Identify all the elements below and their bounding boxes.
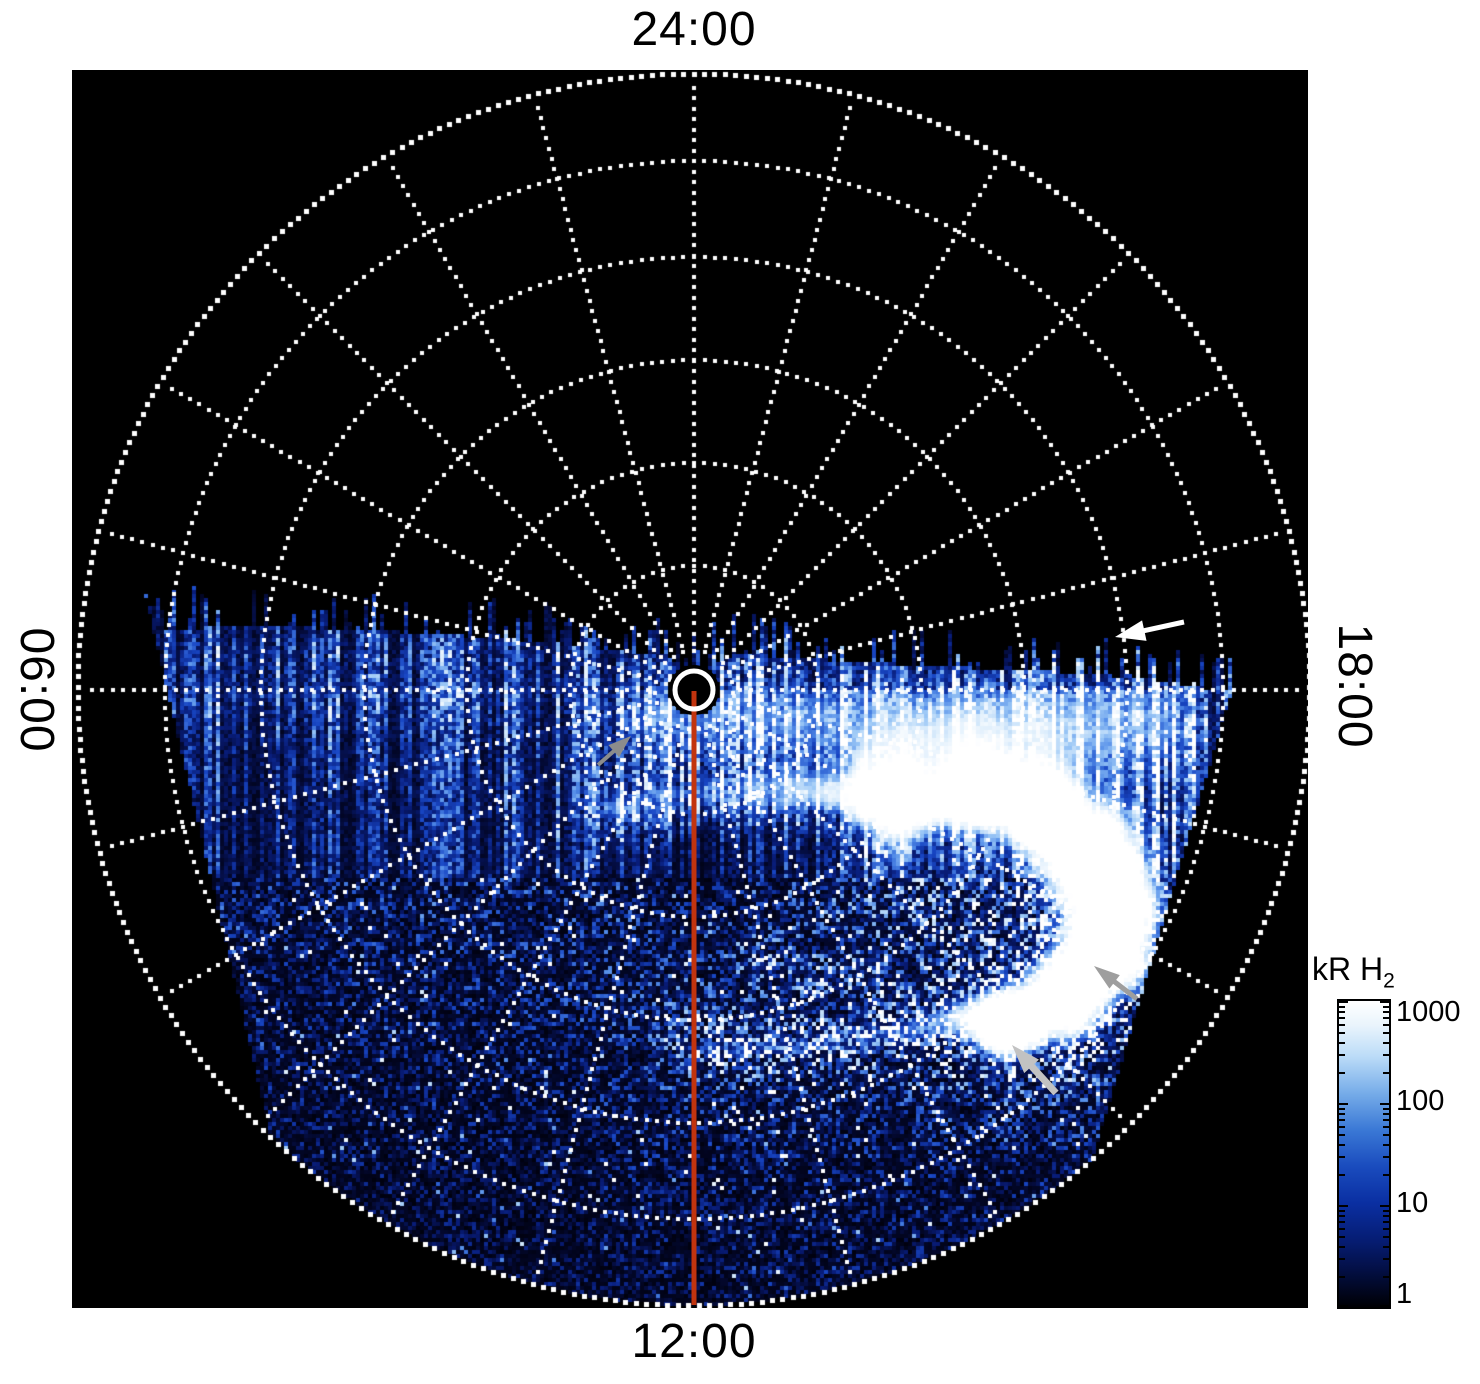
colorbar-tick: [1339, 1023, 1345, 1026]
colorbar-tick: [1383, 1220, 1389, 1223]
colorbar-title-subscript: 2: [1383, 969, 1395, 993]
colorbar-tick: [1383, 1054, 1389, 1057]
colorbar-tick: [1339, 1305, 1348, 1307]
colorbar-tick: [1339, 1143, 1345, 1146]
colorbar-tick: [1339, 1107, 1345, 1110]
colorbar-tick: [1383, 1010, 1389, 1013]
colorbar-tick: [1383, 1133, 1389, 1136]
colorbar-tick-label: 1: [1396, 1278, 1413, 1310]
colorbar: [1337, 999, 1391, 1309]
colorbar-tick: [1339, 1258, 1345, 1261]
colorbar-tick: [1380, 1001, 1389, 1003]
colorbar-tick: [1339, 1133, 1345, 1136]
colorbar-tick: [1339, 1220, 1345, 1223]
colorbar-tick: [1339, 1041, 1345, 1044]
colorbar-tick: [1383, 1276, 1389, 1279]
colorbar-tick: [1383, 1031, 1389, 1034]
colorbar-tick: [1339, 1031, 1345, 1034]
colorbar-tick: [1339, 1209, 1345, 1212]
colorbar-tick: [1339, 1156, 1345, 1159]
colorbar-tick: [1383, 1235, 1389, 1238]
colorbar-tick: [1339, 1016, 1345, 1019]
colorbar-tick-label: 10: [1396, 1187, 1429, 1219]
colorbar-tick: [1339, 1214, 1345, 1217]
colorbar-tick: [1339, 1054, 1345, 1057]
colorbar-tick: [1339, 1010, 1345, 1013]
colorbar-tick-label: 1000: [1396, 996, 1461, 1028]
colorbar-tick: [1383, 1107, 1389, 1110]
colorbar-tick: [1383, 1214, 1389, 1217]
colorbar-tick: [1383, 1209, 1389, 1212]
colorbar-tick: [1383, 1023, 1389, 1026]
mlt-label-noon: 12:00: [631, 1315, 757, 1368]
colorbar-tick: [1383, 1143, 1389, 1146]
colorbar-tick: [1383, 1258, 1389, 1261]
colorbar-tick: [1339, 1125, 1345, 1128]
mlt-label-dawn: 06:00: [10, 627, 63, 753]
colorbar-tick: [1339, 1205, 1348, 1207]
colorbar-tick: [1383, 1016, 1389, 1019]
colorbar-tick: [1339, 1235, 1345, 1238]
colorbar-tick: [1383, 1041, 1389, 1044]
colorbar-tick: [1383, 1072, 1389, 1075]
colorbar-tick: [1383, 1227, 1389, 1230]
colorbar-tick: [1380, 1103, 1389, 1105]
aurora-polar-image: [72, 70, 1308, 1308]
colorbar-tick: [1380, 1305, 1389, 1307]
colorbar-title: kR H2: [1312, 951, 1395, 993]
colorbar-tick: [1339, 1112, 1345, 1115]
colorbar-tick: [1383, 1005, 1389, 1008]
colorbar-tick: [1383, 1125, 1389, 1128]
colorbar-tick: [1339, 1276, 1345, 1279]
colorbar-tick-label: 100: [1396, 1085, 1445, 1117]
colorbar-tick: [1339, 1118, 1345, 1121]
colorbar-tick: [1383, 1112, 1389, 1115]
colorbar-tick: [1383, 1118, 1389, 1121]
colorbar-tick: [1339, 1001, 1348, 1003]
colorbar-tick: [1383, 1245, 1389, 1248]
polar-plot-area: [72, 70, 1308, 1308]
colorbar-tick: [1339, 1227, 1345, 1230]
mlt-label-midnight: 24:00: [631, 3, 757, 56]
mlt-label-dusk: 18:00: [1328, 623, 1381, 749]
colorbar-tick: [1339, 1072, 1345, 1075]
colorbar-tick: [1339, 1005, 1345, 1008]
colorbar-tick: [1339, 1103, 1348, 1105]
colorbar-tick: [1383, 1174, 1389, 1177]
colorbar-tick: [1380, 1205, 1389, 1207]
colorbar-tick: [1383, 1156, 1389, 1159]
colorbar-tick: [1339, 1245, 1345, 1248]
colorbar-tick: [1339, 1174, 1345, 1177]
